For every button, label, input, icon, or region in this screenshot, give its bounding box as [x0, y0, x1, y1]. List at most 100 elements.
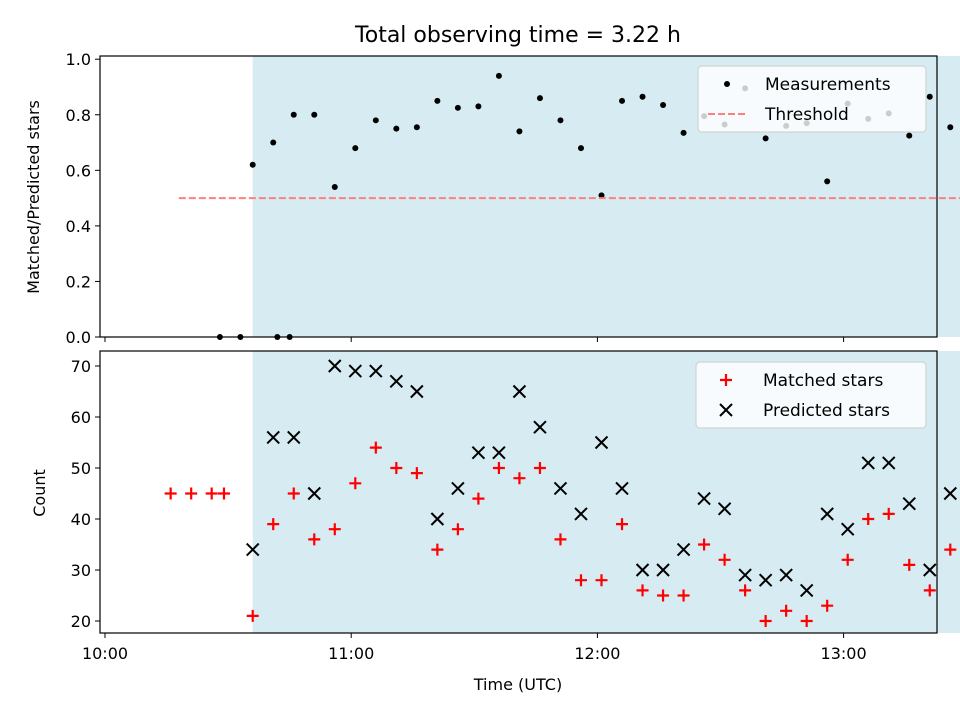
matched-stars-point: [574, 574, 587, 587]
predicted-stars-point: [697, 491, 711, 506]
y-tick-label: 0.4: [66, 217, 91, 236]
matched-stars-point: [718, 553, 731, 566]
x-tick-label: 10:00: [82, 644, 128, 663]
measurement-point: [393, 125, 400, 132]
matched-stars-legend-label: Matched stars: [763, 371, 883, 391]
matched-stars-point: [390, 462, 403, 474]
measurement-point: [824, 178, 831, 185]
predicted-stars-point: [717, 502, 732, 516]
matched-stars-point: [533, 462, 546, 474]
measurements-y-axis-label: Matched/Predicted stars: [24, 100, 43, 294]
measurement-point: [352, 145, 359, 152]
predicted-stars-point: [758, 573, 773, 587]
measurement-point: [906, 132, 913, 139]
predicted-stars-point: [902, 496, 916, 511]
measurement-point: [577, 145, 584, 152]
counts-y-axis-label: Count: [30, 469, 49, 517]
predicted-stars-point: [410, 384, 424, 399]
predicted-stars-point: [389, 374, 404, 389]
measurement-point: [762, 135, 769, 142]
measurement-point: [619, 97, 626, 104]
matched-stars-point: [759, 615, 772, 627]
y-tick-label: 0.2: [66, 272, 91, 291]
predicted-stars-point: [615, 481, 629, 496]
y-tick-label: 40: [71, 510, 91, 529]
predicted-stars-point: [882, 456, 896, 470]
measurement-point: [454, 104, 461, 111]
measurement-point: [290, 111, 297, 118]
measurement-point: [947, 124, 954, 131]
matched-stars-point: [677, 589, 690, 602]
matched-stars-point: [739, 584, 752, 597]
predicted-stars-point: [307, 486, 321, 501]
predicted-stars-point: [348, 364, 363, 378]
predicted-stars-point: [430, 512, 445, 526]
x-tick-label: 13:00: [821, 644, 867, 663]
predicted-stars-point: [451, 481, 465, 496]
y-tick-label: 0.6: [66, 161, 91, 180]
predicted-stars-point: [861, 456, 875, 470]
measurement-point: [680, 129, 687, 136]
predicted-stars-point: [512, 384, 527, 399]
x-tick-label: 12:00: [574, 644, 620, 663]
measurement-point: [598, 192, 605, 199]
measurement-point: [557, 117, 564, 124]
measurement-point: [434, 97, 441, 104]
measurement-point: [249, 161, 256, 168]
matched-stars-point: [595, 574, 608, 587]
y-tick-label: 1.0: [66, 50, 91, 69]
measurement-point: [639, 93, 646, 100]
counts-legend-box: [695, 361, 927, 429]
predicted-stars-point: [369, 364, 383, 378]
matched-stars-legend-plus-icon: [720, 374, 732, 386]
predicted-stars-point: [266, 430, 280, 445]
matched-stars-point: [410, 467, 423, 480]
matched-stars-point: [698, 538, 711, 551]
predicted-stars-point: [943, 486, 957, 501]
matched-stars-point: [780, 604, 793, 617]
matched-stars-point: [554, 533, 567, 546]
counts-legend: Matched stars Predicted stars: [695, 361, 927, 429]
matched-stars-point: [164, 487, 177, 500]
matched-stars-point: [451, 523, 464, 536]
predicted-stars-legend-label: Predicted stars: [763, 401, 890, 421]
measurement-point: [311, 111, 318, 118]
matched-stars-point: [205, 487, 218, 500]
matched-stars-point: [821, 599, 834, 612]
predicted-stars-point: [246, 542, 260, 557]
matched-stars-point: [492, 462, 505, 474]
x-tick-label: 11:00: [328, 644, 374, 663]
predicted-stars-point: [820, 507, 834, 521]
matched-stars-point: [267, 518, 280, 531]
predicted-stars-point: [533, 420, 547, 434]
y-tick-label: 70: [71, 357, 91, 376]
chart-title: Total observing time = 3.22 h: [354, 23, 681, 48]
matched-stars-point: [923, 584, 936, 597]
y-tick-label: 50: [71, 459, 91, 478]
predicted-stars-point: [574, 507, 588, 521]
predicted-stars-point: [287, 430, 301, 445]
predicted-stars-point: [923, 563, 937, 577]
matched-stars-point: [800, 615, 813, 627]
measurement-point: [926, 93, 933, 100]
measurement-point: [536, 95, 543, 102]
predicted-stars-point: [328, 359, 342, 373]
matched-stars-point: [308, 533, 321, 546]
measurement-point: [475, 103, 482, 110]
measurement-point: [270, 139, 277, 146]
y-tick-label: 60: [71, 408, 91, 427]
predicted-stars-point: [676, 542, 691, 557]
measurement-point: [516, 128, 523, 135]
matched-stars-point: [841, 553, 854, 566]
predicted-stars-point: [594, 435, 609, 450]
predicted-stars-point: [779, 568, 793, 582]
matched-stars-point: [472, 492, 485, 505]
matched-stars-point: [513, 472, 526, 485]
matched-stars-point: [287, 487, 300, 500]
counts-marks: [164, 359, 957, 627]
measurements-legend: Measurements Threshold: [697, 65, 927, 133]
measurements-y-ticks: 0.0 0.2 0.4 0.6 0.8 1.0: [66, 50, 100, 347]
matched-stars-point: [246, 609, 259, 622]
